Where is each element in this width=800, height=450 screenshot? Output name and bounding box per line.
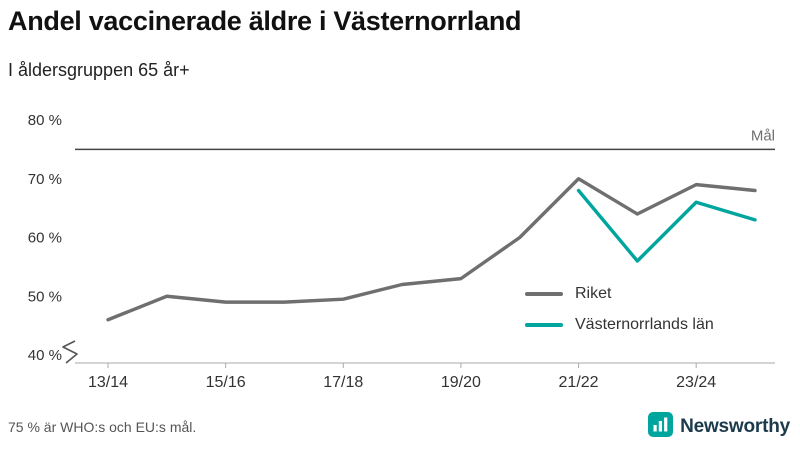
svg-text:60 %: 60 % xyxy=(28,230,62,247)
svg-text:80 %: 80 % xyxy=(28,112,62,129)
svg-text:40 %: 40 % xyxy=(28,347,62,364)
legend-label-riket: Riket xyxy=(575,285,612,302)
footnote: 75 % är WHO:s och EU:s mål. xyxy=(8,419,197,435)
svg-text:13/14: 13/14 xyxy=(88,374,128,391)
chart-legend: Riket Västernorrlands län xyxy=(525,285,714,334)
newsworthy-wordmark: Newsworthy xyxy=(680,416,790,437)
newsworthy-icon xyxy=(648,412,674,442)
svg-text:Mål: Mål xyxy=(751,127,775,144)
chart-svg: Mål 40 % 50 % 60 % 70 % 80 % 13/14 15/16 17/18 19… xyxy=(28,112,775,391)
page-subtitle: I åldersgruppen 65 år+ xyxy=(8,60,190,80)
legend-label-vasternorrland: Västernorrlands län xyxy=(575,316,714,333)
svg-text:70 %: 70 % xyxy=(28,171,62,188)
svg-text:17/18: 17/18 xyxy=(323,374,363,391)
footer: 75 % är WHO:s och EU:s mål. Newsworthy xyxy=(8,412,790,442)
legend-swatch-riket xyxy=(525,292,563,296)
svg-text:50 %: 50 % xyxy=(28,288,62,305)
svg-text:15/16: 15/16 xyxy=(206,374,246,391)
svg-text:19/20: 19/20 xyxy=(441,374,481,391)
newsworthy-logo: Newsworthy xyxy=(648,412,790,442)
legend-swatch-vasternorrland xyxy=(525,323,563,327)
svg-text:23/24: 23/24 xyxy=(676,374,716,391)
svg-text:21/22: 21/22 xyxy=(559,374,599,391)
legend-item-vasternorrland: Västernorrlands län xyxy=(525,316,714,334)
chart-area: Mål 40 % 50 % 60 % 70 % 80 % 13/14 15/16 17/18 19… xyxy=(0,95,800,405)
page-title: Andel vaccinerade äldre i Västernorrland xyxy=(8,6,522,36)
legend-item-riket: Riket xyxy=(525,285,714,303)
